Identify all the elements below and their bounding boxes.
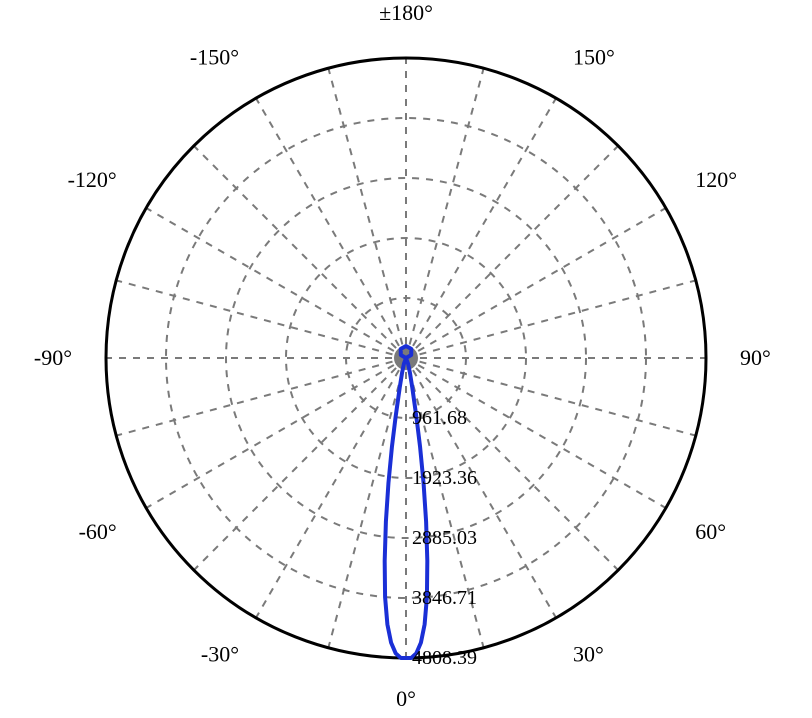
- angle-label: 0°: [396, 686, 416, 711]
- ring-label: 1923.36: [412, 467, 477, 489]
- ring-label: 961.68: [412, 407, 467, 429]
- angle-label: -90°: [34, 345, 72, 370]
- angle-label: -30°: [201, 641, 239, 666]
- angle-label: 30°: [573, 641, 604, 666]
- angle-label: -120°: [68, 167, 117, 192]
- ring-label: 2885.03: [412, 527, 477, 549]
- angle-label: -150°: [190, 45, 239, 70]
- angle-label: 60°: [695, 519, 726, 544]
- ring-label: 3846.71: [412, 587, 477, 609]
- angle-label: ±180°: [379, 0, 433, 25]
- angle-label: -60°: [79, 519, 117, 544]
- polar-chart: 961.68 1923.36 2885.03 3846.71 4808.39 0° 30° 6…: [0, 0, 812, 718]
- angle-label: 120°: [695, 167, 737, 192]
- angle-label: 150°: [573, 45, 615, 70]
- ring-label: 4808.39: [412, 647, 477, 669]
- angle-label: 90°: [740, 345, 771, 370]
